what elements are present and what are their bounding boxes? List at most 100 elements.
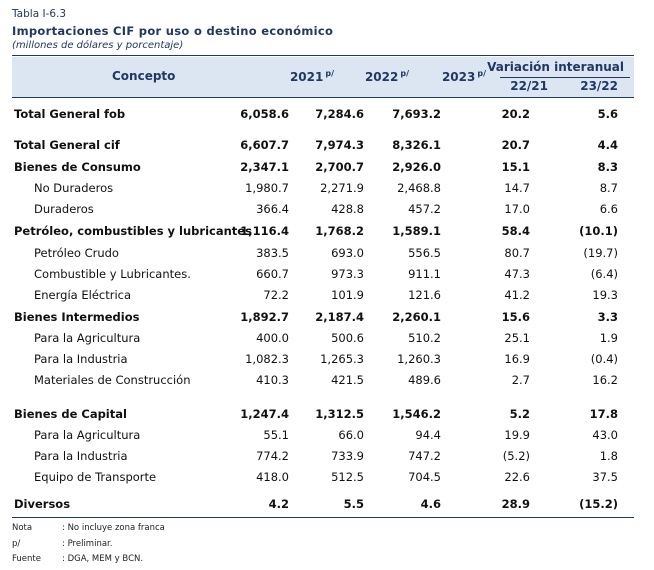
cell-2023: 489.6 [408,373,441,387]
cell-var-23-22: 17.8 [589,407,618,421]
row-label: Para la Industria [34,449,128,463]
row-label: Petróleo, combustibles y lubricantes [14,224,252,238]
cell-2023: 747.2 [408,449,441,463]
table-row: Para la Agricultura 400.0 500.6 510.2 25.1 1.… [12,328,634,348]
variation-rule [500,77,630,78]
table-title: Importaciones CIF por uso o destino econ… [12,24,334,38]
cell-var-23-22: 43.0 [592,428,618,442]
cell-2021: 1,082.3 [245,352,289,366]
row-label: Para la Agricultura [34,428,141,442]
cell-var-22-21: 15.6 [501,310,530,324]
cell-var-23-22: 8.7 [599,181,618,195]
row-label: Equipo de Transporte [34,470,157,484]
cell-var-22-21: 47.3 [504,267,530,281]
cell-2022: 428.8 [331,202,364,216]
bottom-rule [12,517,634,518]
cell-2022: 66.0 [338,428,364,442]
cell-2021: 418.0 [256,470,289,484]
cell-2022: 733.9 [331,449,364,463]
cell-var-22-21: 25.1 [504,331,530,345]
cell-2023: 556.5 [408,246,441,260]
footnote-key-fuente: Fuente [12,554,41,564]
table-row: Diversos 4.2 5.5 4.6 28.9 (15.2) [12,494,634,514]
footnote-text-p: : Preliminar. [62,539,113,549]
cell-2023: 2,260.1 [392,310,441,324]
cell-2022: 101.9 [331,288,364,302]
table-row: Petróleo Crudo 383.5 693.0 556.5 80.7 (19.7) [12,243,634,263]
row-label: Materiales de Construcción [34,373,191,387]
cell-var-22-21: 19.9 [504,428,530,442]
cell-var-23-22: 1.8 [599,449,618,463]
top-rule [12,55,634,56]
table-row: Bienes de Capital 1,247.4 1,312.5 1,546.2 5.… [12,404,634,424]
cell-2021: 774.2 [256,449,289,463]
cell-2021: 660.7 [256,267,289,281]
cell-2021: 400.0 [256,331,289,345]
cell-2023: 911.1 [408,267,441,281]
row-label: Energía Eléctrica [34,288,132,302]
row-label: Combustible y Lubricantes. [34,267,191,281]
cell-var-22-21: 20.7 [501,138,530,152]
cell-var-22-21: (5.2) [502,449,530,463]
table-row: Para la Industria 1,082.3 1,265.3 1,260.3 16… [12,349,634,369]
table-row: Bienes de Consumo 2,347.1 2,700.7 2,926.0 15… [12,157,634,177]
table-row: Para la Agricultura 55.1 66.0 94.4 19.9 43.0 [12,425,634,445]
cell-2021: 1,247.4 [240,407,289,421]
cell-var-23-22: 4.4 [597,138,618,152]
cell-var-22-21: 28.9 [501,497,530,511]
cell-var-22-21: 5.2 [509,407,530,421]
header-2022: 2022 p/ [364,69,409,84]
cell-var-23-22: 1.9 [599,331,618,345]
cell-2023: 2,468.8 [397,181,441,195]
table-row: Combustible y Lubricantes. 660.7 973.3 911.… [12,264,634,284]
footnote-text-fuente: : DGA, MEM y BCN. [62,554,144,564]
cell-2022: 500.6 [331,331,364,345]
row-label: Para la Industria [34,352,128,366]
cell-2022: 7,974.3 [315,138,364,152]
cell-var-22-21: 16.9 [504,352,530,366]
table-row: Equipo de Transporte 418.0 512.5 704.5 22.6 3… [12,467,634,487]
cell-var-23-22: (0.4) [590,352,618,366]
footnote-text-nota: : No incluye zona franca [62,523,165,533]
cell-var-22-21: 80.7 [504,246,530,260]
header-2023: 2023 p/ [441,69,486,84]
cell-var-23-22: 5.6 [597,107,618,121]
cell-var-23-22: (10.1) [579,224,618,238]
table-units: (millones de dólares y porcentaje) [12,40,184,51]
table-row: Energía Eléctrica 72.2 101.9 121.6 41.2 19.3 [12,285,634,305]
header-23-22: 23/22 [580,79,618,93]
cell-2021: 55.1 [263,428,289,442]
table-row: Materiales de Construcción 410.3 421.5 489.… [12,370,634,390]
row-label: Bienes Intermedios [14,310,140,324]
cell-2022: 973.3 [331,267,364,281]
row-label: Diversos [14,497,71,511]
cell-2023: 1,546.2 [392,407,441,421]
row-label: Bienes de Capital [14,407,127,421]
cell-2022: 2,271.9 [320,181,364,195]
cell-var-22-21: 14.7 [504,181,530,195]
header-22-21: 22/21 [510,79,548,93]
cell-2023: 510.2 [408,331,441,345]
row-label: Para la Agricultura [34,331,141,345]
row-label: Total General cif [14,138,120,152]
cell-var-23-22: (19.7) [583,246,618,260]
header-2021: 2021 p/ [289,69,334,84]
header-variation: Variación interanual [487,60,624,74]
cell-2023: 94.4 [415,428,441,442]
footnote-key-nota: Nota [12,523,33,533]
cell-var-23-22: 6.6 [599,202,618,216]
cell-2022: 2,700.7 [315,160,364,174]
header-rule [12,97,634,98]
cell-2022: 693.0 [331,246,364,260]
cell-2021: 6,607.7 [240,138,289,152]
cell-var-22-21: 2.7 [511,373,530,387]
table-id: Tabla I-6.3 [12,8,67,20]
cell-var-23-22: 19.3 [592,288,618,302]
cell-2021: 2,347.1 [240,160,289,174]
cell-2023: 2,926.0 [392,160,441,174]
cell-2022: 1,312.5 [315,407,364,421]
cell-2023: 121.6 [408,288,441,302]
row-label: Bienes de Consumo [14,160,141,174]
cell-var-23-22: 3.3 [597,310,618,324]
cell-2023: 7,693.2 [392,107,441,121]
